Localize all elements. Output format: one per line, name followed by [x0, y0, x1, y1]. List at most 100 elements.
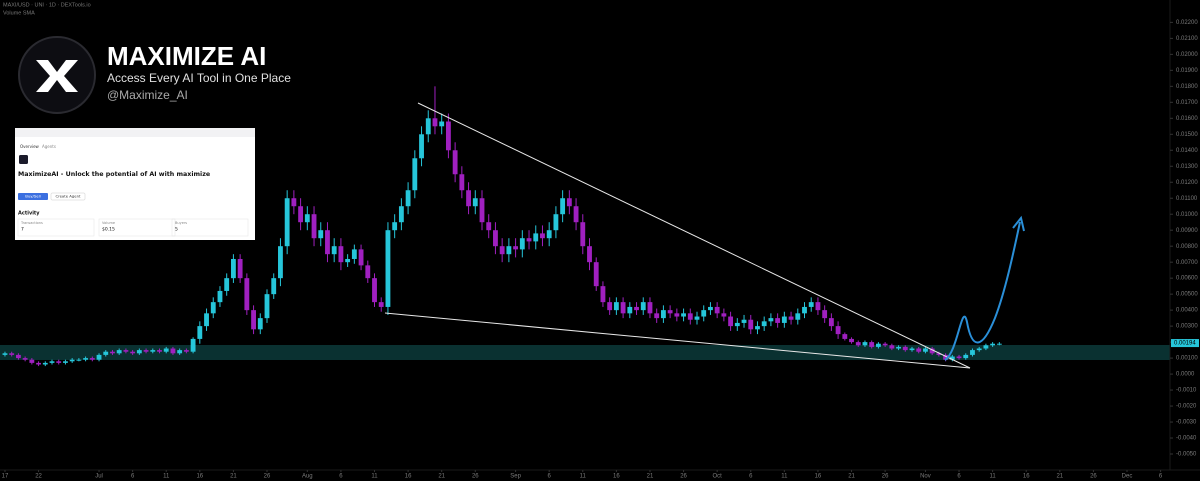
candle-body [734, 322, 740, 327]
x-tick-label: Oct [712, 474, 722, 480]
candle-body [855, 342, 861, 346]
y-tick-label: 0.01500 [1176, 132, 1198, 138]
candle-body [943, 354, 949, 360]
x-tick-label: 6 [749, 474, 753, 480]
candle-body [976, 348, 982, 351]
button-label: Create Agent [55, 194, 81, 199]
candle-body [432, 118, 438, 127]
symbol-header: MAXI/USD · UNI · 1D · DEXTools.io [3, 2, 91, 8]
candle-body [230, 258, 236, 279]
candle-body [627, 306, 633, 314]
candle-body [499, 246, 505, 255]
candle-body [862, 342, 868, 346]
candle-body [103, 351, 109, 355]
candle-body [694, 316, 700, 320]
candle-body [197, 326, 203, 339]
candle-body [687, 313, 693, 320]
y-tick-label: 0.01600 [1176, 116, 1198, 122]
x-tick-label: 26 [882, 474, 889, 480]
candle-body [110, 351, 115, 354]
candle-body [2, 353, 8, 355]
create-agent-button[interactable] [50, 192, 86, 201]
card-activity: Activity [18, 211, 40, 217]
candle-body [22, 358, 28, 360]
candle-body [42, 362, 48, 365]
candle-body [486, 222, 492, 231]
last-price-label: 0.00194 [1174, 341, 1196, 347]
x-tick-label: 21 [647, 474, 654, 480]
y-tick-label: -0.0030 [1176, 420, 1197, 426]
candle-body [210, 302, 216, 314]
x-tick-label: 26 [264, 474, 271, 480]
candle-body [781, 316, 787, 323]
y-tick-label: -0.0020 [1176, 404, 1197, 410]
candle-body [445, 121, 451, 151]
candle-body [183, 350, 189, 352]
candle-body [271, 278, 277, 295]
candle-body [795, 313, 801, 320]
buy-sell-button[interactable] [18, 193, 48, 200]
x-tick-label: 11 [990, 474, 997, 480]
y-tick-label: 0.00700 [1176, 260, 1198, 266]
x-tick-label: 6 [1159, 474, 1163, 480]
x-tick-label: 11 [163, 474, 170, 480]
y-tick-label: 0.00100 [1176, 356, 1198, 362]
trend-line-upper [417, 102, 971, 369]
brand-tagline: Access Every AI Tool in One Place [107, 71, 291, 85]
candle-body [466, 190, 471, 207]
y-tick-label: 0.0000 [1176, 372, 1195, 378]
candle-body [808, 302, 814, 307]
y-tick-label: 0.00800 [1176, 244, 1198, 250]
candle-body [177, 350, 183, 354]
candle-body [519, 238, 525, 250]
candle-body [123, 350, 129, 352]
x-tick-label: 21 [848, 474, 855, 480]
x-tick-label: 16 [1023, 474, 1030, 480]
candle-body [654, 313, 660, 319]
candle-body [613, 302, 619, 311]
x-tick-label: 16 [613, 474, 620, 480]
candle-body [49, 361, 55, 363]
candle-body [916, 348, 922, 352]
brand-handle: @Maximize_AI [107, 88, 188, 102]
x-tick-label: 21 [230, 474, 237, 480]
candle-body [882, 343, 888, 346]
candle-body [761, 321, 767, 327]
y-tick-label: 0.00600 [1176, 276, 1198, 282]
y-tick-label: 0.01800 [1176, 84, 1198, 90]
candle-body [902, 346, 908, 351]
stat-value: 5 [175, 227, 178, 233]
candle-body [251, 310, 256, 330]
candle-body [741, 319, 747, 323]
candle-body [63, 361, 68, 363]
candle-body [983, 345, 989, 349]
candles [2, 86, 1002, 367]
candle-body [83, 358, 89, 360]
x-tick-label: 11 [580, 474, 587, 480]
candle-body [412, 158, 418, 191]
candle-body [29, 359, 35, 363]
candle-body [526, 238, 532, 242]
candle-body [607, 302, 613, 311]
x-tick-label: Dec [1122, 474, 1133, 480]
candle-body [929, 348, 935, 354]
y-tick-label: 0.00900 [1176, 228, 1198, 234]
candle-body [660, 310, 666, 319]
x-tick-label: 16 [815, 474, 822, 480]
candle-body [721, 313, 727, 317]
x-tick-label: Jul [95, 474, 103, 480]
candle-body [204, 313, 209, 327]
candle-body [701, 310, 707, 317]
y-tick-label: 0.01100 [1176, 196, 1198, 202]
candle-body [150, 350, 156, 352]
y-tick-label: 0.00400 [1176, 308, 1198, 314]
x-tick-label: 11 [781, 474, 788, 480]
candle-body [815, 302, 821, 311]
candle-body [224, 278, 230, 291]
y-tick-label: 0.00500 [1176, 292, 1198, 298]
candle-body [728, 316, 734, 327]
y-tick-label: 0.01400 [1176, 148, 1198, 154]
candle-body [452, 150, 458, 175]
